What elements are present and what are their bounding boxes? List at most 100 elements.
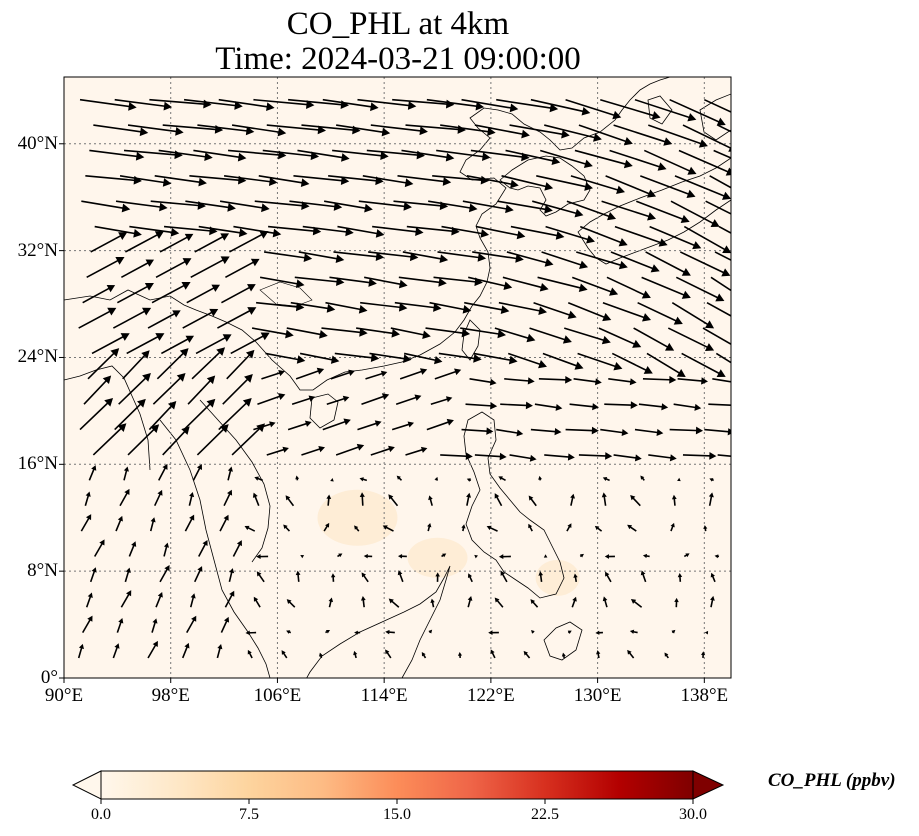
wind-arrow-head [206,398,216,408]
wind-arrow-shaft [257,394,282,405]
wind-arrow [396,475,403,481]
wind-arrow-head [642,313,652,322]
wind-arrow-head [85,514,92,521]
wind-arrow-shaft [392,98,450,106]
wind-arrow-shaft [713,149,731,159]
wind-arrow-shaft [537,276,584,290]
wind-arrow-shaft [162,124,219,131]
wind-arrow [462,200,514,214]
wind-arrow [370,124,428,136]
wind-arrow-head [300,178,310,188]
wind-arrow [426,98,485,111]
wind-arrow-head [529,454,537,462]
wind-arrow-head [422,330,431,339]
wind-arrow-head [184,642,190,649]
wind-arrow-head [419,126,428,136]
wind-arrow-head [163,101,173,111]
wind-arrow-head [490,402,498,410]
wind-arrow-shaft [77,646,83,659]
wind-arrow [185,200,236,212]
wind-arrow-shaft [642,378,673,381]
wind-arrow [708,403,731,407]
wind-arrow-head [295,475,300,480]
wind-arrow-head [227,466,233,472]
wind-arrow-head [686,189,696,199]
wind-arrow [299,352,340,364]
wind-arrow [675,276,725,302]
wind-arrow-shaft [681,352,722,376]
wind-arrow-shaft [118,375,149,405]
wind-arrow-head [543,554,548,558]
wind-arrow-shaft [81,200,126,210]
wind-arrow-shaft [361,395,386,405]
wind-arrow-head [303,253,313,263]
wind-arrow-head [125,567,131,573]
wind-arrow [228,568,235,583]
wind-arrow-head [695,426,704,435]
wind-arrow-shaft [389,496,399,507]
wind-arrow-head [176,372,186,382]
wind-arrow [611,352,653,374]
wind-arrow-head [120,333,130,341]
wind-arrow-shaft [613,124,668,144]
wind-arrow-head [272,228,282,238]
wind-arrow [191,347,226,380]
wind-arrow [301,446,326,456]
wind-arrow-shaft [124,232,161,253]
wind-arrow [425,327,471,338]
wind-arrow [265,352,306,364]
wind-arrow-head [202,539,208,546]
wind-arrow-head [490,649,495,655]
wind-arrow-head [663,137,673,146]
wind-arrow [232,540,242,557]
wind-arrow-head [661,403,669,411]
wind-arrow [677,573,683,582]
wind-arrow [360,301,408,312]
wind-arrow [649,225,702,250]
wind-arrow-head [602,477,608,481]
wind-arrow [600,98,661,120]
wind-arrow-head [118,232,128,240]
wind-arrow-head [359,492,365,498]
wind-arrow [321,327,368,337]
wind-arrow [461,524,466,532]
wind-arrow [368,251,419,262]
wind-arrow [115,515,123,532]
wind-arrow-shaft [498,301,543,313]
wind-arrow-head [162,178,172,187]
wind-arrow-shaft [510,225,560,237]
wind-arrow [540,149,593,169]
wind-arrow-shaft [256,301,300,308]
wind-arrow [332,149,389,161]
wind-arrow [500,401,533,410]
wind-arrow [667,327,715,351]
concentration-blob [535,559,580,596]
wind-arrow [640,570,647,583]
map-frame [63,76,732,679]
wind-arrow [610,251,660,273]
wind-arrow [329,276,377,287]
wind-arrow-head [461,328,471,338]
wind-arrow [244,525,256,532]
wind-arrow-shaft [119,491,129,507]
wind-arrow [440,124,496,137]
wind-arrow [291,395,316,405]
wind-arrow-head [538,571,544,576]
wind-arrow-shaft [509,124,566,136]
wind-arrow [604,554,615,559]
wind-arrow-shaft [717,124,731,133]
wind-arrow-shaft [462,200,510,211]
wind-arrow-head [595,630,600,635]
wind-arrow-shaft [497,200,549,211]
wind-arrow [218,397,252,431]
wind-arrow [542,352,584,370]
wind-arrow-head [572,596,577,602]
wind-arrow [124,231,164,253]
wind-arrow-head [375,229,385,238]
wind-arrow-head [538,306,548,316]
wind-arrow [120,590,132,608]
wind-arrow [359,477,368,482]
wind-arrow-head [709,478,714,482]
wind-arrow-shaft [476,225,521,237]
wind-arrow-shaft [329,276,373,284]
